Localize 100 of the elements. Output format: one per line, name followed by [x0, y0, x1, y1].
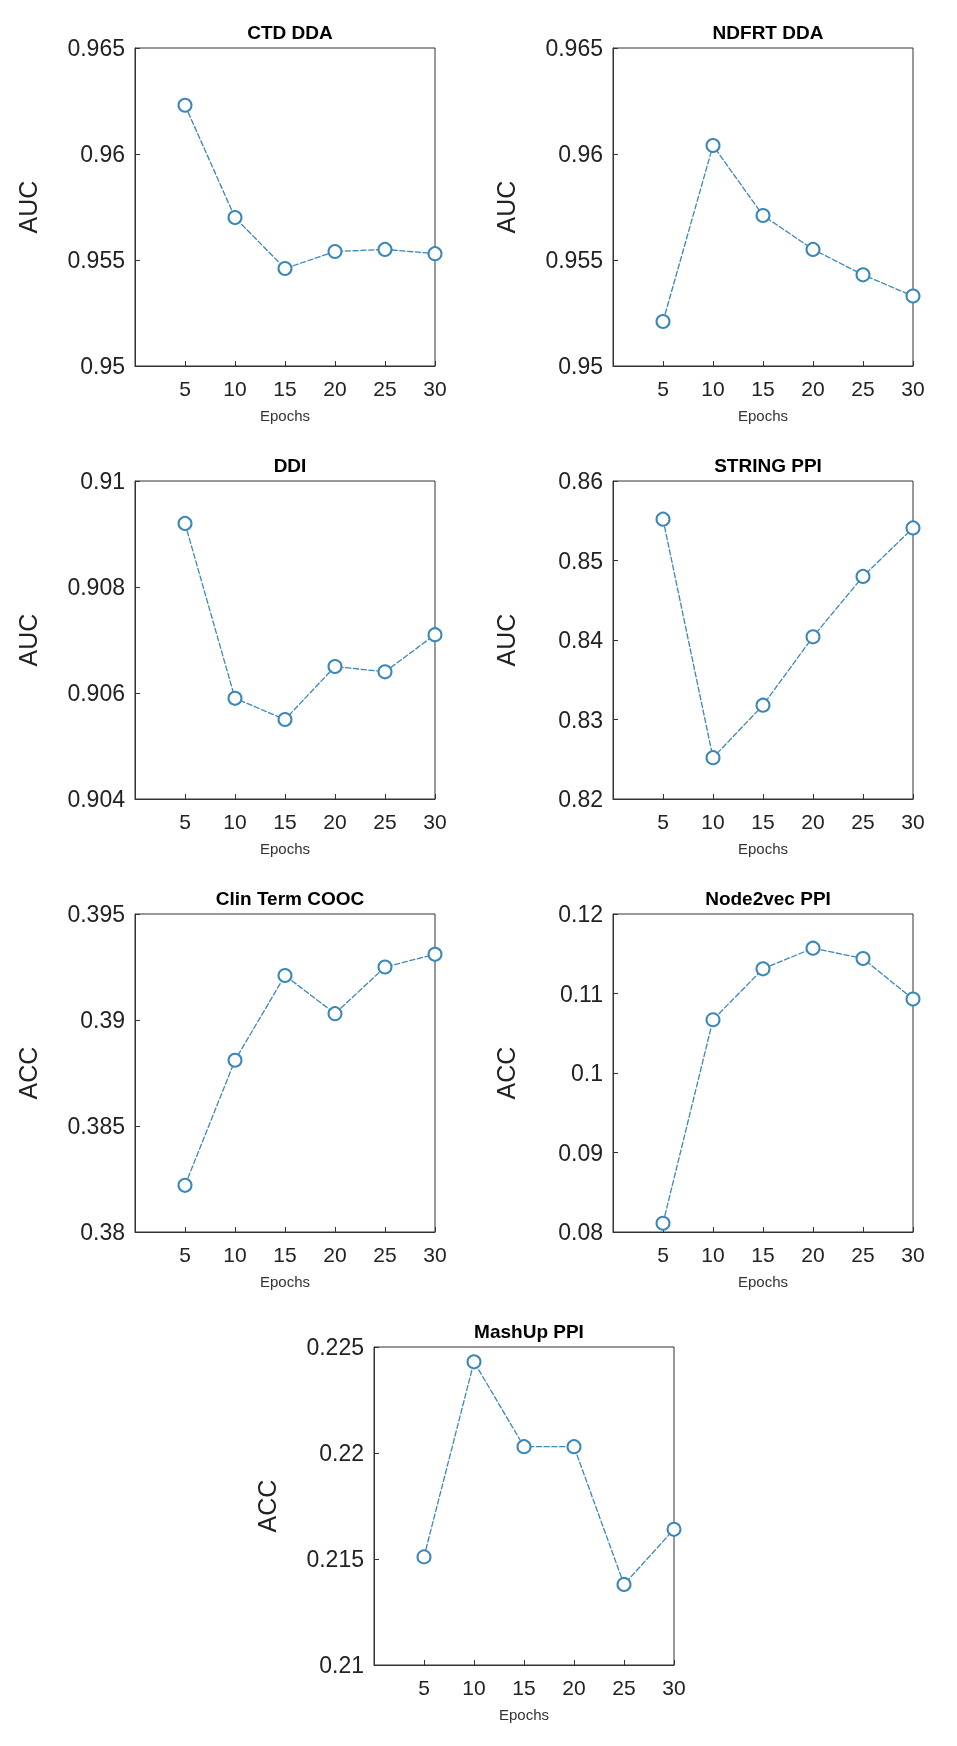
y-tick-label: 0.95: [80, 353, 125, 379]
y-axis-title: ACC: [491, 1046, 520, 1100]
point: [905, 991, 921, 1007]
point: [427, 246, 443, 262]
y-tick-label: 0.955: [67, 247, 125, 273]
point: [227, 210, 243, 226]
chart-title: Clin Term COOC: [215, 888, 365, 909]
point: [416, 1549, 432, 1565]
y-axis-title: AUC: [491, 613, 520, 667]
y-tick-label: 0.82: [558, 786, 603, 812]
x-tick-label: 15: [273, 377, 297, 400]
x-tick-label: 15: [751, 810, 775, 833]
point: [327, 659, 343, 674]
x-tick-label: 30: [901, 810, 925, 833]
x-axis-title: Epochs: [737, 840, 789, 857]
point: [227, 1052, 243, 1068]
x-tick-label: 5: [179, 1243, 191, 1266]
x-tick-label: 20: [801, 377, 825, 400]
point: [327, 244, 343, 260]
x-axis-title: Epochs: [737, 1273, 789, 1290]
y-tick-label: 0.906: [67, 680, 125, 706]
point: [855, 568, 871, 584]
y-tick-label: 0.39: [80, 1007, 125, 1033]
x-tick-label: 15: [751, 1243, 775, 1266]
y-tick-label: 0.84: [558, 627, 604, 653]
x-tick-label: 25: [373, 377, 397, 400]
point: [905, 288, 921, 304]
x-tick-label: 10: [462, 1676, 486, 1699]
x-tick-label: 25: [851, 810, 875, 833]
point: [705, 1012, 721, 1028]
y-axis-title: ACC: [13, 1046, 42, 1100]
y-tick-label: 0.965: [545, 35, 603, 61]
y-tick-label: 0.08: [558, 1219, 603, 1245]
x-tick-label: 15: [751, 377, 775, 400]
y-tick-label: 0.395: [67, 901, 125, 927]
y-tick-label: 0.908: [67, 574, 125, 600]
y-tick-label: 0.215: [306, 1546, 364, 1572]
point: [277, 712, 293, 727]
x-tick-label: 30: [901, 1243, 925, 1266]
x-tick-label: 15: [273, 1243, 297, 1266]
x-tick-label: 5: [657, 377, 669, 400]
x-tick-label: 10: [701, 1243, 725, 1266]
x-tick-label: 15: [273, 810, 297, 833]
y-tick-label: 0.09: [558, 1139, 603, 1166]
x-tick-label: 30: [423, 810, 447, 833]
point: [377, 664, 393, 680]
point: [666, 1521, 682, 1537]
y-tick-label: 0.38: [80, 1219, 125, 1245]
x-tick-label: 10: [223, 1243, 247, 1266]
y-tick-label: 0.1: [571, 1060, 603, 1086]
x-tick-label: 20: [323, 377, 347, 400]
y-tick-label: 0.96: [558, 141, 603, 167]
x-tick-label: 20: [323, 810, 347, 833]
point: [805, 241, 821, 257]
y-axis-title: ACC: [252, 1479, 281, 1533]
point: [377, 241, 393, 257]
x-tick-label: 10: [223, 377, 247, 400]
x-tick-label: 25: [373, 810, 397, 833]
y-axis-title: AUC: [13, 613, 42, 667]
x-tick-label: 20: [323, 1243, 347, 1266]
x-tick-label: 25: [612, 1676, 636, 1699]
x-axis-title: Epochs: [259, 407, 311, 424]
y-tick-label: 0.91: [80, 468, 125, 494]
point: [705, 750, 721, 766]
x-axis-title: Epochs: [498, 1706, 550, 1723]
chart-title: MashUp PPI: [474, 1321, 584, 1342]
x-axis-title: Epochs: [259, 840, 311, 857]
y-tick-label: 0.955: [545, 247, 603, 273]
y-tick-label: 0.385: [67, 1113, 125, 1139]
x-tick-label: 25: [851, 377, 875, 400]
point: [905, 520, 921, 536]
x-tick-label: 20: [562, 1676, 586, 1699]
y-axis-title: AUC: [13, 180, 42, 234]
point: [516, 1439, 532, 1455]
y-tick-label: 0.96: [80, 141, 125, 167]
y-tick-label: 0.11: [559, 980, 603, 1007]
x-tick-label: 5: [657, 810, 669, 833]
point: [805, 940, 821, 956]
y-tick-label: 0.83: [558, 706, 603, 733]
x-tick-label: 5: [418, 1676, 430, 1699]
chart-title: Node2vec PPI: [705, 888, 831, 909]
y-tick-label: 0.904: [67, 786, 126, 812]
y-tick-label: 0.225: [306, 1334, 364, 1360]
x-tick-label: 10: [223, 810, 247, 833]
point: [327, 1006, 343, 1022]
point: [655, 313, 671, 329]
x-axis-title: Epochs: [259, 1273, 311, 1290]
point: [227, 690, 243, 706]
chart-title: CTD DDA: [247, 22, 334, 43]
point: [705, 138, 721, 154]
y-tick-label: 0.95: [558, 353, 603, 379]
y-tick-label: 0.21: [319, 1652, 364, 1678]
point: [377, 959, 393, 975]
y-axis-title: AUC: [491, 180, 520, 234]
x-tick-label: 5: [657, 1243, 669, 1266]
x-tick-label: 10: [701, 377, 725, 400]
point: [466, 1354, 482, 1370]
y-tick-label: 0.85: [558, 547, 603, 574]
x-tick-label: 30: [662, 1676, 686, 1699]
x-tick-label: 20: [801, 1243, 825, 1266]
